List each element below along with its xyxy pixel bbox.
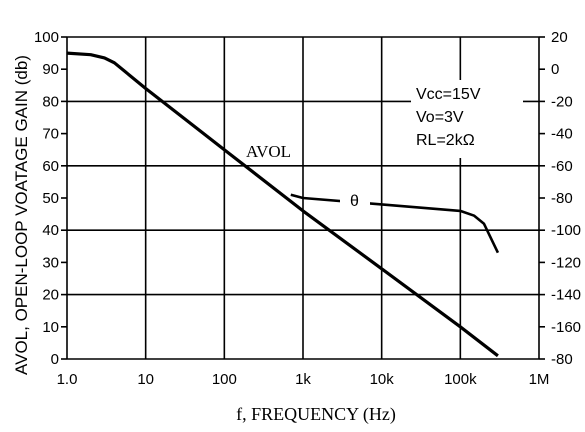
x-tick-label: 10 [137,371,154,388]
x-tick-label: 1k [295,371,311,388]
series-theta-line [290,193,500,254]
y2-tick-label: -40 [551,126,573,143]
avol-label-mask [244,140,294,160]
y-axis-label: AVOL, OPEN-LOOP VOATAGE GAIN (db) [12,55,31,375]
y-tick-label: 50 [42,190,59,207]
y2-tick-label: -20 [551,93,573,110]
y-tick-label: 20 [42,287,59,304]
annotation-rl: RL=2kΩ [416,132,475,149]
curves [66,51,500,358]
y2-tick-label: -120 [551,254,581,271]
tick-labels: 0102030405060708090100-80-160-140-120-10… [34,29,581,388]
annotation-mask [411,80,523,158]
annotation-vcc: Vcc=15V [416,86,481,103]
y-tick-label: 10 [42,319,59,336]
y-tick-label: 80 [42,93,59,110]
y-tick-label: 100 [34,29,59,46]
y2-tick-label: 0 [551,61,559,78]
x-tick-label: 100 [212,371,237,388]
y-tick-label: 30 [42,254,59,271]
x-tick-label: 100k [444,371,477,388]
x-tick-label: 1.0 [57,371,78,388]
y2-tick-label: 20 [551,29,568,46]
y-tick-label: 0 [51,351,59,368]
y-tick-label: 60 [42,158,59,175]
y-tick-label: 90 [42,61,59,78]
y2-tick-label: -60 [551,158,573,175]
annotation-vo: Vo=3V [416,109,464,126]
series-label-avol: AVOL [246,142,291,161]
y2-tick-label: -140 [551,287,581,304]
theta-label-mask [340,188,370,210]
y-tick-label: 40 [42,222,59,239]
y-tick-label: 70 [42,126,59,143]
series-label-theta: θ [350,193,359,210]
y2-tick-label: -160 [551,319,581,336]
x-tick-label: 10k [370,371,395,388]
series-avol-line [66,51,499,358]
y2-tick-label: -80 [551,190,573,207]
x-axis-label: f, FREQUENCY (Hz) [236,404,396,425]
x-tick-label: 1M [529,371,550,388]
y2-tick-label: -80 [551,351,573,368]
y2-tick-label: -100 [551,222,581,239]
